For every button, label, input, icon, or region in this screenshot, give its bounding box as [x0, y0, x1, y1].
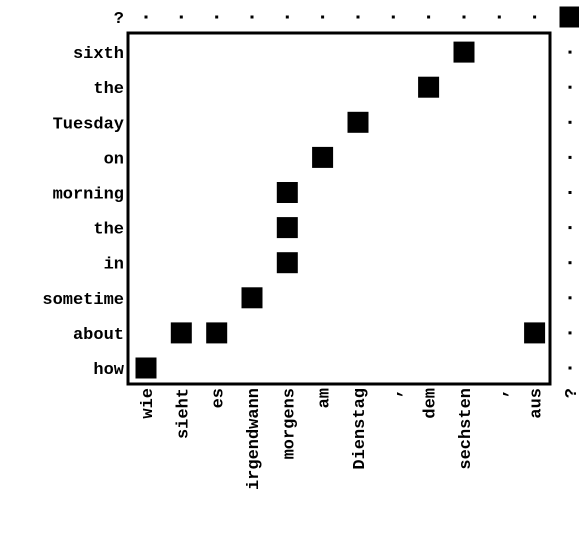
alignment-cell: [559, 6, 579, 28]
alignment-cell: [453, 41, 475, 63]
y-tick-label: how: [93, 361, 124, 380]
grid-dot: [427, 15, 431, 19]
grid-dot: [144, 15, 148, 19]
alignment-cell: [206, 322, 228, 344]
x-tick-label: irgendwann: [245, 388, 264, 490]
alignment-cells: [135, 6, 579, 379]
alignment-cell: [276, 182, 298, 203]
x-tick-label: dem: [422, 388, 441, 419]
grid-dot: [568, 296, 572, 300]
y-tick-label: ?: [114, 10, 124, 29]
y-axis-labels: how about sometime in the morning on Tuesday the…: [42, 10, 124, 380]
y-tick-label: in: [104, 256, 124, 275]
y-tick-label: Tuesday: [53, 115, 124, 134]
x-tick-label: aus: [528, 388, 547, 419]
alignment-cell: [347, 111, 369, 133]
grid-dot: [568, 226, 572, 230]
y-tick-label: morning: [53, 186, 124, 205]
grid-dot: [568, 366, 572, 370]
grid-dot: [568, 261, 572, 265]
alignment-cell: [170, 322, 192, 344]
y-tick-label: sometime: [42, 291, 124, 310]
grid-dot: [568, 191, 572, 194]
x-tick-label: Dienstag: [351, 388, 370, 470]
alignment-cell: [524, 322, 546, 344]
x-tick-label: ,: [492, 388, 511, 398]
alignment-cell: [312, 146, 334, 168]
plot-frame: [126, 31, 552, 386]
grid-dots: [144, 15, 572, 370]
grid-dot: [568, 155, 572, 159]
grid-dot: [568, 120, 572, 124]
x-tick-label: ,: [386, 388, 405, 398]
grid-dot: [391, 15, 395, 19]
alignment-cell: [418, 76, 440, 98]
x-tick-label: sieht: [174, 388, 193, 439]
grid-dot: [215, 15, 219, 19]
x-axis-labels: wie sieht es irgendwann morgens am Dienstag, de…: [139, 388, 579, 490]
x-tick-label: am: [316, 388, 335, 408]
grid-dot: [533, 15, 537, 19]
alignment-cell: [135, 357, 157, 379]
grid-dot: [356, 15, 360, 19]
y-tick-label: the: [93, 80, 124, 99]
grid-dot: [568, 85, 572, 89]
x-tick-label: es: [210, 388, 229, 408]
alignment-cell: [276, 217, 298, 239]
alignment-cell: [241, 287, 263, 309]
grid-dot: [462, 15, 466, 19]
grid-dot: [497, 15, 501, 19]
x-tick-label: wie: [139, 388, 158, 419]
y-tick-label: sixth: [73, 45, 124, 64]
alignment-cell: [276, 252, 298, 274]
grid-dot: [250, 15, 254, 19]
y-tick-label: on: [104, 150, 124, 169]
y-tick-label: the: [93, 221, 124, 240]
grid-dot: [568, 331, 572, 335]
grid-dot: [568, 50, 572, 54]
x-tick-label: morgens: [280, 388, 299, 459]
y-tick-label: about: [73, 326, 124, 345]
x-tick-label: ?: [563, 388, 579, 398]
grid-dot: [321, 15, 325, 19]
grid-dot: [179, 15, 183, 19]
grid-dot: [285, 15, 289, 19]
x-tick-label: sechsten: [457, 388, 476, 470]
